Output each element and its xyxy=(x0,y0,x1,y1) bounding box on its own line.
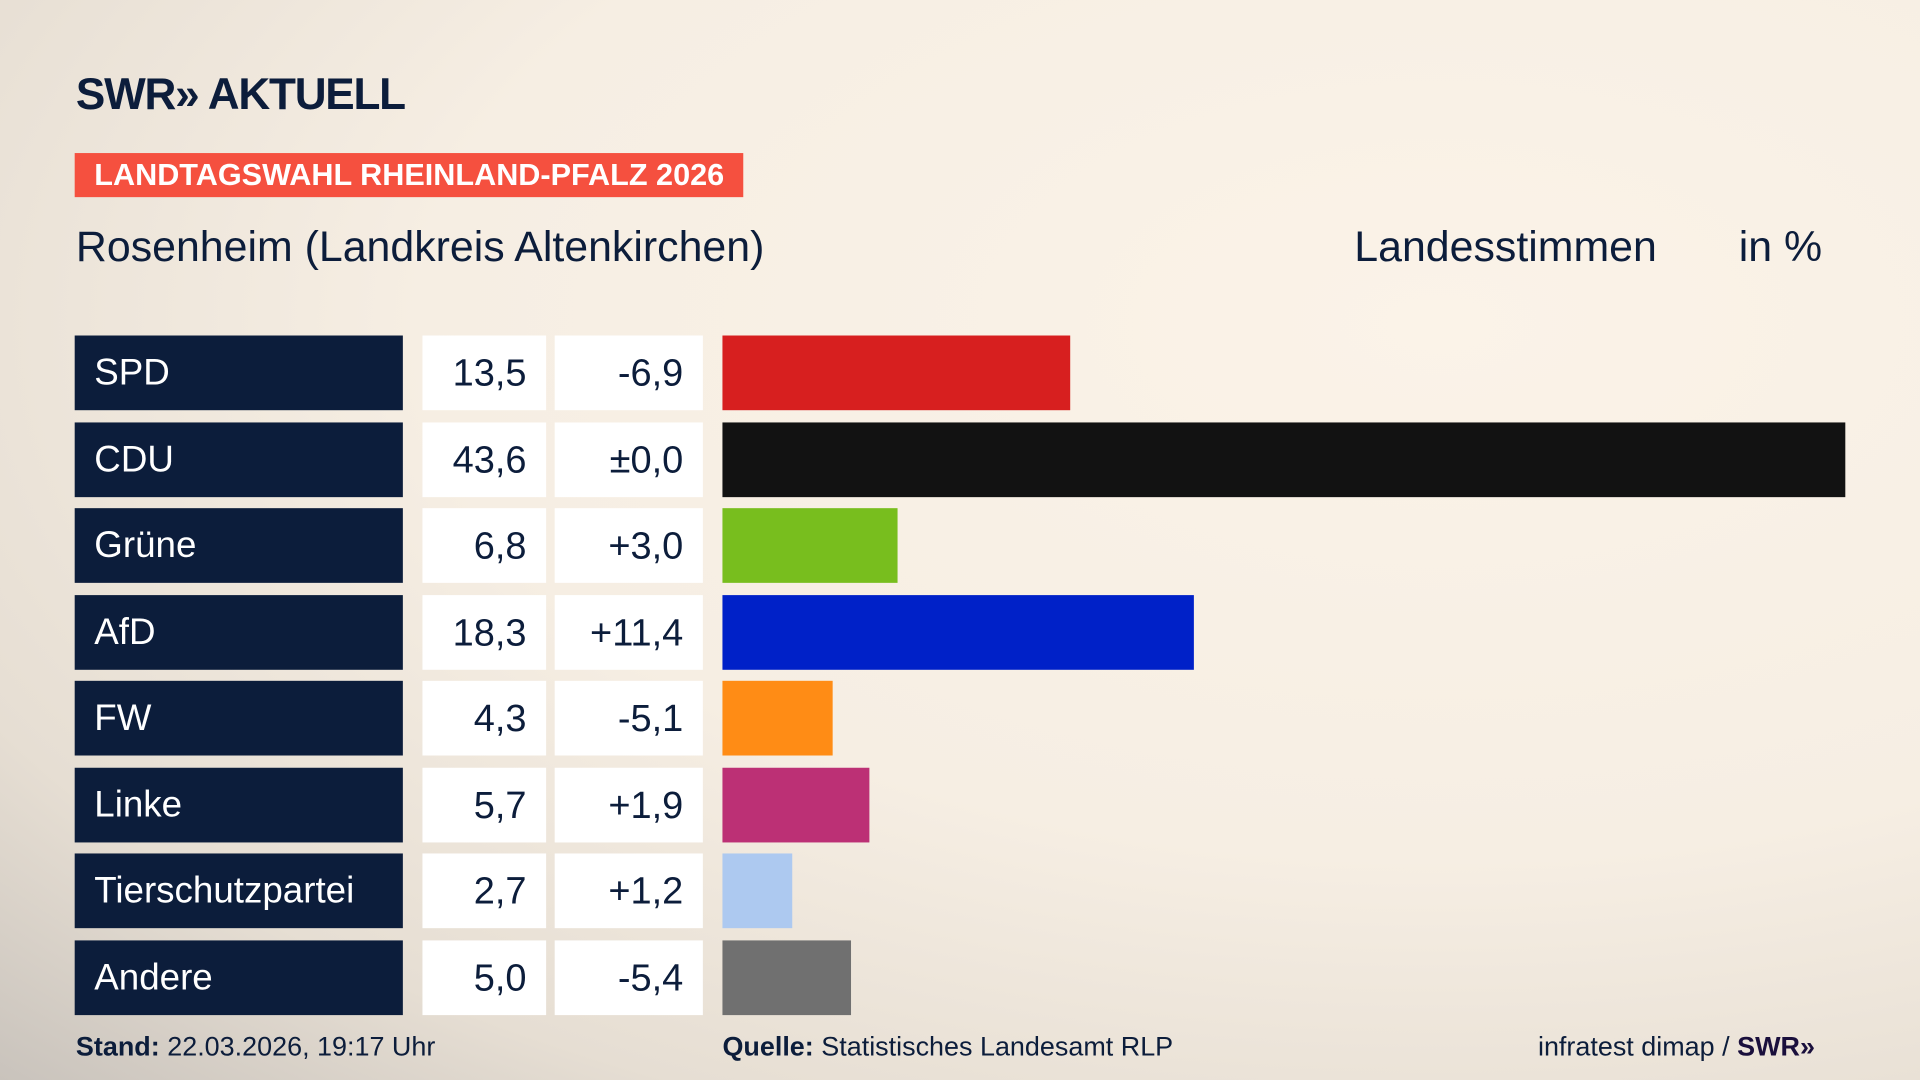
source-label: Quelle: xyxy=(722,1031,814,1062)
party-label: FW xyxy=(74,680,403,756)
timestamp: Stand: 22.03.2026, 19:17 Uhr xyxy=(76,1031,435,1063)
bar-row: CDU 43,6 ±0,0 xyxy=(0,421,1920,497)
diff-label: +1,2 xyxy=(554,853,703,929)
diff-label: +11,4 xyxy=(554,594,703,670)
party-label: Linke xyxy=(74,767,403,842)
bar-row: Tierschutzpartei 2,7 +1,2 xyxy=(0,853,1920,929)
bar xyxy=(722,680,834,756)
source-value: Statistisches Landesamt RLP xyxy=(821,1031,1174,1062)
party-label: SPD xyxy=(74,335,403,411)
election-badge: LANDTAGSWAHL RHEINLAND-PFALZ 2026 xyxy=(74,153,744,198)
unit-label: in % xyxy=(1738,222,1823,271)
value-label: 43,6 xyxy=(422,421,547,497)
bar-row: Grüne 6,8 +3,0 xyxy=(0,508,1920,583)
bar-row: FW 4,3 -5,1 xyxy=(0,680,1920,756)
stand-label: Stand: xyxy=(75,1031,160,1062)
bar-row: Andere 5,0 -5,4 xyxy=(0,939,1920,1015)
bar xyxy=(722,594,1194,670)
value-label: 18,3 xyxy=(422,594,547,670)
value-label: 2,7 xyxy=(422,853,547,929)
diff-label: ±0,0 xyxy=(554,421,703,497)
diff-label: +1,9 xyxy=(554,767,703,842)
bar xyxy=(722,853,792,929)
value-label: 4,3 xyxy=(422,680,547,756)
swr-aktuell-logo: SWR» AKTUELL xyxy=(75,68,406,119)
bar-row: Linke 5,7 +1,9 xyxy=(0,767,1920,842)
value-label: 5,7 xyxy=(422,767,547,842)
bar-row: AfD 18,3 +11,4 xyxy=(0,594,1920,670)
source: Quelle: Statistisches Landesamt RLP xyxy=(722,1031,1173,1063)
measure-label: Landesstimmen xyxy=(1354,222,1657,271)
party-label: CDU xyxy=(74,421,403,497)
party-label: AfD xyxy=(74,594,403,670)
party-label: Grüne xyxy=(74,508,403,583)
value-label: 13,5 xyxy=(422,335,547,411)
swr-logo: SWR» xyxy=(1737,1031,1815,1062)
credit-text: infratest dimap / xyxy=(1537,1031,1738,1062)
bar xyxy=(722,421,1846,497)
party-label: Tierschutzpartei xyxy=(74,853,403,929)
bar xyxy=(722,767,870,842)
bar xyxy=(722,508,898,583)
diff-label: -5,4 xyxy=(554,939,703,1015)
subtitle: Rosenheim (Landkreis Altenkirchen) xyxy=(75,222,765,271)
bar xyxy=(722,335,1071,411)
diff-label: +3,0 xyxy=(554,508,703,583)
value-label: 6,8 xyxy=(422,508,547,583)
value-label: 5,0 xyxy=(422,939,547,1015)
party-label: Andere xyxy=(74,939,403,1015)
diff-label: -5,1 xyxy=(554,680,703,756)
stand-value: 22.03.2026, 19:17 Uhr xyxy=(167,1031,436,1062)
diff-label: -6,9 xyxy=(554,335,703,411)
bar xyxy=(722,939,852,1015)
credit: infratest dimap / SWR» xyxy=(1538,1031,1815,1063)
bar-row: SPD 13,5 -6,9 xyxy=(0,335,1920,411)
